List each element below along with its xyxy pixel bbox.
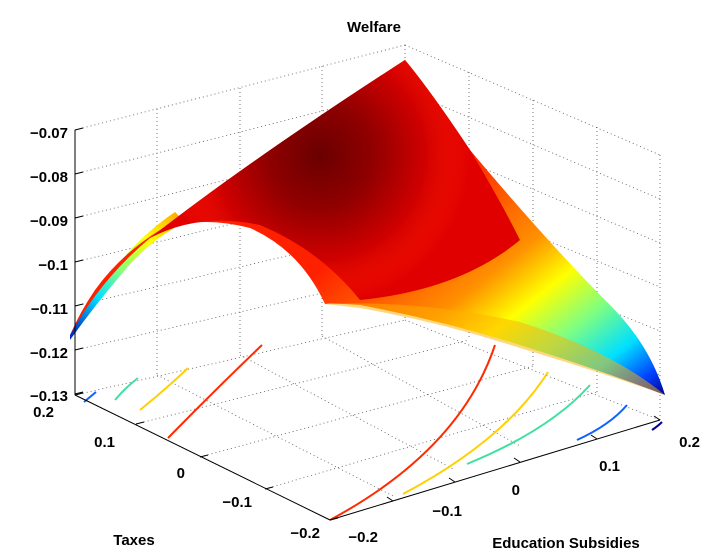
taxes-axis-label: Taxes: [113, 532, 154, 549]
axes: [74, 127, 661, 521]
contour-level-high-right: [329, 344, 496, 521]
chart-title: Welfare: [347, 19, 401, 36]
z-tick-label: −0.13: [30, 388, 68, 405]
contour-level-3-left: [114, 377, 139, 401]
education-axis-line: [329, 419, 661, 521]
education-tick-label: 0.1: [599, 458, 620, 475]
contour-level-4-right: [576, 404, 628, 441]
education-tick-label: −0.1: [432, 503, 462, 520]
education-tick-label: −0.2: [348, 529, 378, 546]
taxes-tick-label: −0.2: [290, 525, 320, 542]
z-tick-label: −0.07: [30, 125, 68, 142]
z-tick-label: −0.09: [30, 213, 68, 230]
contour-level-3-right: [466, 384, 591, 465]
z-tick-label: −0.08: [30, 169, 68, 186]
z-tick-label: −0.11: [31, 301, 68, 318]
contour-level-2-right: [402, 371, 549, 495]
contour-level-2-left: [139, 367, 189, 411]
z-tick-labels: −0.07 −0.08 −0.09 −0.1 −0.11 −0.12 −0.13: [30, 125, 68, 405]
contour-level-high-left: [167, 344, 263, 439]
contour-level-5-right: [651, 421, 663, 431]
contour-lines: [83, 344, 663, 521]
taxes-tick-label: 0: [177, 465, 185, 482]
education-tick-label: 0: [512, 482, 520, 499]
taxes-tick-labels: 0.2 0.1 0 −0.1 −0.2: [33, 404, 320, 542]
z-tick-label: −0.1: [38, 257, 68, 274]
welfare-surface: [70, 60, 665, 395]
taxes-tick-label: −0.1: [222, 494, 252, 511]
taxes-tick-label: 0.2: [33, 404, 54, 421]
taxes-axis-line: [74, 394, 331, 521]
education-tick-labels: −0.2 −0.1 0 0.1 0.2: [348, 434, 700, 546]
education-tick-label: 0.2: [679, 434, 700, 451]
taxes-tick-label: 0.1: [94, 434, 115, 451]
education-axis-label: Education Subsidies: [492, 535, 640, 552]
z-tick-label: −0.12: [30, 345, 68, 362]
contour-level-4-left: [83, 391, 97, 403]
